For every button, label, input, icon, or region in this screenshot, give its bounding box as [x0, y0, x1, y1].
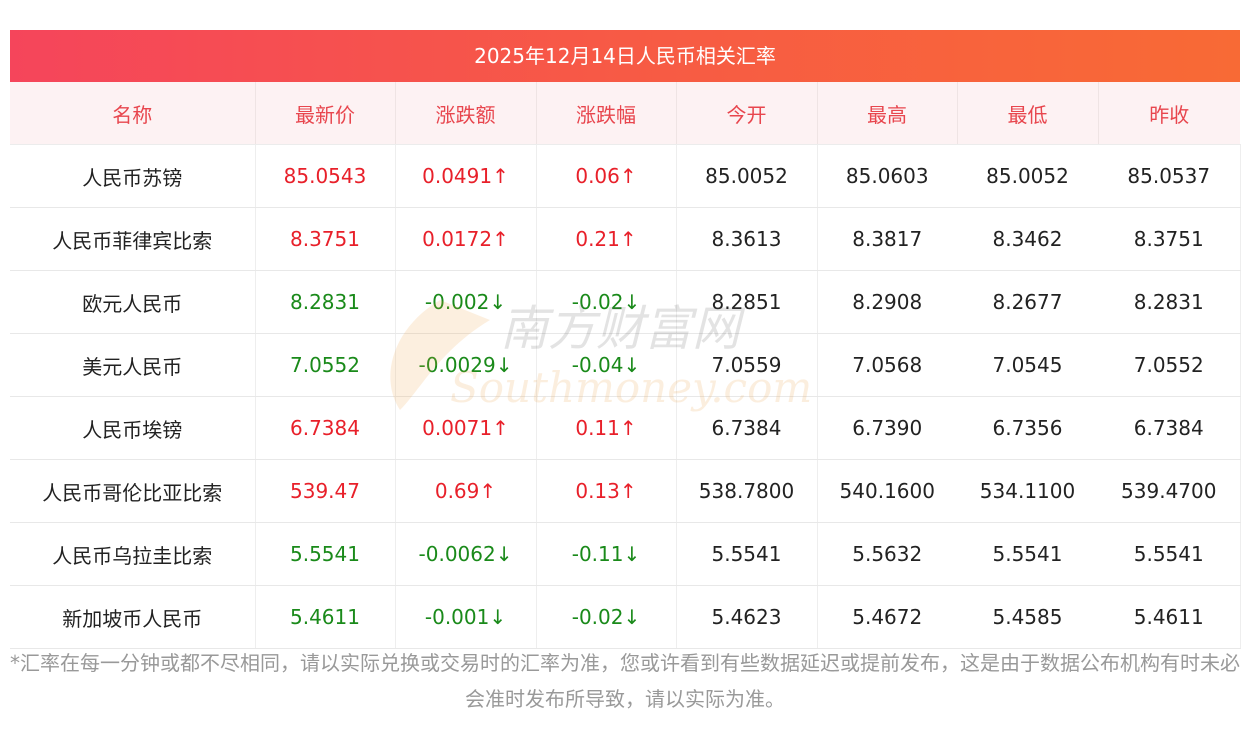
low-price: 7.0545 — [957, 333, 1098, 397]
prev-close: 8.2831 — [1098, 270, 1241, 334]
col-header-change: 涨跌额 — [395, 82, 537, 145]
change-percent: -0.11↓ — [536, 522, 677, 586]
prev-close: 8.3751 — [1098, 207, 1241, 271]
table-row: 人民币乌拉圭比索 5.5541 -0.0062↓ -0.11↓ 5.5541 5.5632… — [10, 522, 1241, 586]
change-amount: -0.0062↓ — [395, 522, 537, 586]
currency-name: 新加坡币人民币 — [10, 585, 256, 649]
currency-name: 人民币苏镑 — [10, 144, 256, 208]
col-header-prev: 昨收 — [1098, 82, 1240, 145]
currency-name: 欧元人民币 — [10, 270, 256, 334]
latest-price: 6.7384 — [255, 396, 396, 460]
change-percent: -0.02↓ — [536, 270, 677, 334]
low-price: 85.0052 — [957, 144, 1098, 208]
latest-price: 539.47 — [255, 459, 396, 523]
prev-close: 539.4700 — [1098, 459, 1241, 523]
table-row: 欧元人民币 8.2831 -0.002↓ -0.02↓ 8.2851 8.2908 8.26… — [10, 270, 1241, 334]
col-header-latest: 最新价 — [255, 82, 396, 145]
low-price: 534.1100 — [957, 459, 1098, 523]
change-percent: -0.02↓ — [536, 585, 677, 649]
low-price: 5.4585 — [957, 585, 1098, 649]
high-price: 6.7390 — [817, 396, 957, 460]
open-price: 6.7384 — [676, 396, 818, 460]
high-price: 7.0568 — [817, 333, 957, 397]
change-amount: 0.0172↑ — [395, 207, 537, 271]
change-percent: 0.11↑ — [536, 396, 677, 460]
change-percent: 0.06↑ — [536, 144, 677, 208]
high-price: 85.0603 — [817, 144, 957, 208]
change-amount: -0.001↓ — [395, 585, 537, 649]
table-row: 美元人民币 7.0552 -0.0029↓ -0.04↓ 7.0559 7.0568 7.0… — [10, 333, 1241, 397]
col-header-low: 最低 — [957, 82, 1099, 145]
table-row: 人民币埃镑 6.7384 0.0071↑ 0.11↑ 6.7384 6.7390 6.735… — [10, 396, 1241, 460]
table-title: 2025年12月14日人民币相关汇率 — [10, 30, 1240, 82]
prev-close: 5.5541 — [1098, 522, 1241, 586]
table-row: 人民币哥伦比亚比索 539.47 0.69↑ 0.13↑ 538.7800 540.160… — [10, 459, 1241, 523]
rates-panel: 2025年12月14日人民币相关汇率 名称 最新价 涨跌额 涨跌幅 今开 最高 … — [10, 30, 1241, 649]
low-price: 5.5541 — [957, 522, 1098, 586]
change-amount: -0.0029↓ — [395, 333, 537, 397]
header-row: 名称 最新价 涨跌额 涨跌幅 今开 最高 最低 昨收 — [10, 82, 1240, 145]
currency-name: 人民币乌拉圭比索 — [10, 522, 256, 586]
currency-name: 人民币菲律宾比索 — [10, 207, 256, 271]
change-percent: -0.04↓ — [536, 333, 677, 397]
open-price: 8.2851 — [676, 270, 818, 334]
prev-close: 5.4611 — [1098, 585, 1241, 649]
latest-price: 7.0552 — [255, 333, 396, 397]
latest-price: 85.0543 — [255, 144, 396, 208]
high-price: 540.1600 — [817, 459, 957, 523]
low-price: 8.2677 — [957, 270, 1098, 334]
open-price: 5.5541 — [676, 522, 818, 586]
col-header-name: 名称 — [10, 82, 256, 145]
high-price: 8.2908 — [817, 270, 957, 334]
high-price: 8.3817 — [817, 207, 957, 271]
open-price: 85.0052 — [676, 144, 818, 208]
currency-name: 人民币埃镑 — [10, 396, 256, 460]
rates-table: 名称 最新价 涨跌额 涨跌幅 今开 最高 最低 昨收 人民币苏镑 85.0543 0… — [10, 82, 1241, 649]
change-amount: 0.0071↑ — [395, 396, 537, 460]
latest-price: 5.5541 — [255, 522, 396, 586]
col-header-open: 今开 — [676, 82, 818, 145]
table-row: 人民币菲律宾比索 8.3751 0.0172↑ 0.21↑ 8.3613 8.3817 8.… — [10, 207, 1241, 271]
open-price: 5.4623 — [676, 585, 818, 649]
prev-close: 7.0552 — [1098, 333, 1241, 397]
change-amount: -0.002↓ — [395, 270, 537, 334]
open-price: 8.3613 — [676, 207, 818, 271]
disclaimer-note: *汇率在每一分钟或都不尽相同，请以实际兑换或交易时的汇率为准，您或许看到有些数据… — [10, 651, 1240, 711]
col-header-pct: 涨跌幅 — [536, 82, 677, 145]
change-percent: 0.21↑ — [536, 207, 677, 271]
prev-close: 6.7384 — [1098, 396, 1241, 460]
high-price: 5.4672 — [817, 585, 957, 649]
currency-name: 美元人民币 — [10, 333, 256, 397]
change-amount: 0.69↑ — [395, 459, 537, 523]
change-percent: 0.13↑ — [536, 459, 677, 523]
currency-name: 人民币哥伦比亚比索 — [10, 459, 256, 523]
change-amount: 0.0491↑ — [395, 144, 537, 208]
open-price: 538.7800 — [676, 459, 818, 523]
latest-price: 5.4611 — [255, 585, 396, 649]
open-price: 7.0559 — [676, 333, 818, 397]
high-price: 5.5632 — [817, 522, 957, 586]
latest-price: 8.3751 — [255, 207, 396, 271]
table-row: 新加坡币人民币 5.4611 -0.001↓ -0.02↓ 5.4623 5.4672 5.… — [10, 585, 1241, 649]
low-price: 8.3462 — [957, 207, 1098, 271]
prev-close: 85.0537 — [1098, 144, 1241, 208]
low-price: 6.7356 — [957, 396, 1098, 460]
col-header-high: 最高 — [817, 82, 958, 145]
latest-price: 8.2831 — [255, 270, 396, 334]
table-row: 人民币苏镑 85.0543 0.0491↑ 0.06↑ 85.0052 85.0603 85… — [10, 144, 1241, 208]
